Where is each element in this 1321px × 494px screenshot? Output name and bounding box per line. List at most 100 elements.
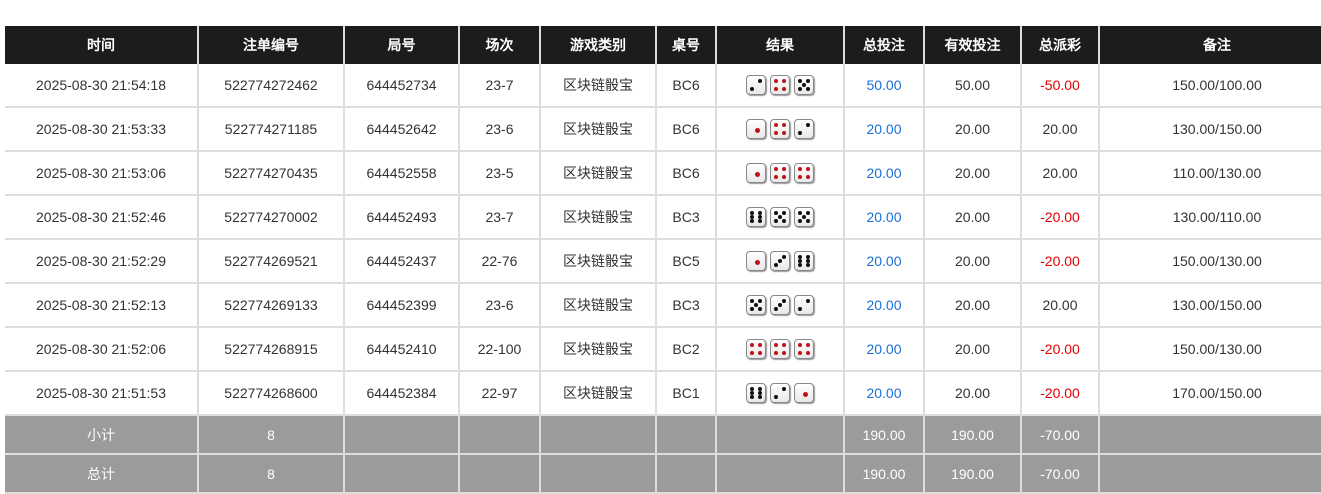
result-cell (716, 327, 845, 372)
payout-cell: -50.00 (1021, 64, 1100, 108)
payout-cell: -20.00 (1021, 239, 1100, 284)
dice-4-icon (770, 119, 790, 139)
round-cell: 644452410 (344, 327, 460, 372)
table-cell: BC6 (656, 151, 717, 196)
total-row: 总计 8 190.00 190.00 -70.00 (5, 454, 1321, 494)
dice-5-icon (794, 207, 814, 227)
empty-cell (716, 415, 845, 455)
dice-4-icon (770, 163, 790, 183)
dice-5-icon (770, 207, 790, 227)
empty-cell (656, 454, 717, 494)
table-row: 2025-08-30 21:54:18 522774272462 644452734… (5, 64, 1321, 108)
dice-1-icon (746, 119, 766, 139)
valid-bet-cell: 20.00 (924, 371, 1022, 416)
dice-1-icon (746, 163, 766, 183)
session-cell: 23-5 (459, 151, 541, 196)
column-header: 桌号 (656, 26, 717, 64)
result-cell (716, 239, 845, 284)
total-total-bet: 190.00 (844, 454, 925, 494)
round-cell: 644452437 (344, 239, 460, 284)
empty-cell (344, 415, 460, 455)
total-bet-cell: 20.00 (844, 239, 925, 284)
valid-bet-cell: 20.00 (924, 195, 1022, 240)
table-cell: BC6 (656, 64, 717, 108)
table-cell: BC5 (656, 239, 717, 284)
column-header: 结果 (716, 26, 845, 64)
session-cell: 23-6 (459, 283, 541, 328)
dice-5-icon (794, 75, 814, 95)
session-cell: 22-97 (459, 371, 541, 416)
game-cell: 区块链骰宝 (540, 151, 657, 196)
session-cell: 23-7 (459, 64, 541, 108)
time-cell: 2025-08-30 21:53:33 (5, 107, 199, 152)
bet-id-cell: 522774270002 (198, 195, 345, 240)
game-cell: 区块链骰宝 (540, 371, 657, 416)
bet-id-cell: 522774268915 (198, 327, 345, 372)
bet-records-table: 时间 注单编号 局号 场次 游戏类别 桌号 结果 总投注 有效投注 总派彩 备注 2025-08-3… (5, 26, 1321, 494)
dice-2-icon (794, 119, 814, 139)
dice-2-icon (770, 383, 790, 403)
table-cell: BC1 (656, 371, 717, 416)
table-row: 2025-08-30 21:53:06 522774270435 644452558… (5, 151, 1321, 196)
result-cell (716, 195, 845, 240)
total-bet-cell: 20.00 (844, 327, 925, 372)
bet-id-cell: 522774270435 (198, 151, 345, 196)
payout-cell: -20.00 (1021, 195, 1100, 240)
dice-6-icon (794, 251, 814, 271)
table-row: 2025-08-30 21:53:33 522774271185 644452642… (5, 107, 1321, 152)
note-cell: 110.00/130.00 (1099, 151, 1321, 196)
subtotal-label: 小计 (5, 415, 199, 455)
dice-3-icon (770, 295, 790, 315)
dice-4-icon (770, 339, 790, 359)
bet-id-cell: 522774268600 (198, 371, 345, 416)
total-bet-cell: 20.00 (844, 151, 925, 196)
game-cell: 区块链骰宝 (540, 239, 657, 284)
dice-4-icon (746, 339, 766, 359)
empty-cell (656, 415, 717, 455)
payout-cell: -20.00 (1021, 371, 1100, 416)
table-cell: BC6 (656, 107, 717, 152)
table-cell: BC3 (656, 195, 717, 240)
total-bet-cell: 20.00 (844, 371, 925, 416)
payout-cell: 20.00 (1021, 151, 1100, 196)
dice-4-icon (794, 339, 814, 359)
payout-cell: -20.00 (1021, 327, 1100, 372)
result-cell (716, 283, 845, 328)
bet-id-cell: 522774272462 (198, 64, 345, 108)
result-cell (716, 151, 845, 196)
result-cell (716, 64, 845, 108)
bet-id-cell: 522774269133 (198, 283, 345, 328)
round-cell: 644452399 (344, 283, 460, 328)
payout-cell: 20.00 (1021, 107, 1100, 152)
subtotal-row: 小计 8 190.00 190.00 -70.00 (5, 415, 1321, 455)
payout-cell: 20.00 (1021, 283, 1100, 328)
column-header: 总派彩 (1021, 26, 1100, 64)
column-header: 注单编号 (198, 26, 345, 64)
time-cell: 2025-08-30 21:53:06 (5, 151, 199, 196)
round-cell: 644452642 (344, 107, 460, 152)
dice-6-icon (746, 207, 766, 227)
note-cell: 150.00/100.00 (1099, 64, 1321, 108)
time-cell: 2025-08-30 21:52:29 (5, 239, 199, 284)
empty-cell (344, 454, 460, 494)
subtotal-total-bet: 190.00 (844, 415, 925, 455)
empty-cell (540, 415, 657, 455)
game-cell: 区块链骰宝 (540, 195, 657, 240)
column-header: 有效投注 (924, 26, 1022, 64)
round-cell: 644452734 (344, 64, 460, 108)
total-bet-cell: 20.00 (844, 195, 925, 240)
bet-id-cell: 522774271185 (198, 107, 345, 152)
table-header: 时间 注单编号 局号 场次 游戏类别 桌号 结果 总投注 有效投注 总派彩 备注 (5, 26, 1321, 64)
empty-cell (540, 454, 657, 494)
dice-1-icon (746, 251, 766, 271)
round-cell: 644452493 (344, 195, 460, 240)
table-row: 2025-08-30 21:52:06 522774268915 644452410… (5, 327, 1321, 372)
time-cell: 2025-08-30 21:52:13 (5, 283, 199, 328)
subtotal-payout: -70.00 (1021, 415, 1100, 455)
game-cell: 区块链骰宝 (540, 283, 657, 328)
time-cell: 2025-08-30 21:54:18 (5, 64, 199, 108)
valid-bet-cell: 50.00 (924, 64, 1022, 108)
session-cell: 22-76 (459, 239, 541, 284)
empty-cell (1099, 454, 1321, 494)
total-valid-bet: 190.00 (924, 454, 1022, 494)
